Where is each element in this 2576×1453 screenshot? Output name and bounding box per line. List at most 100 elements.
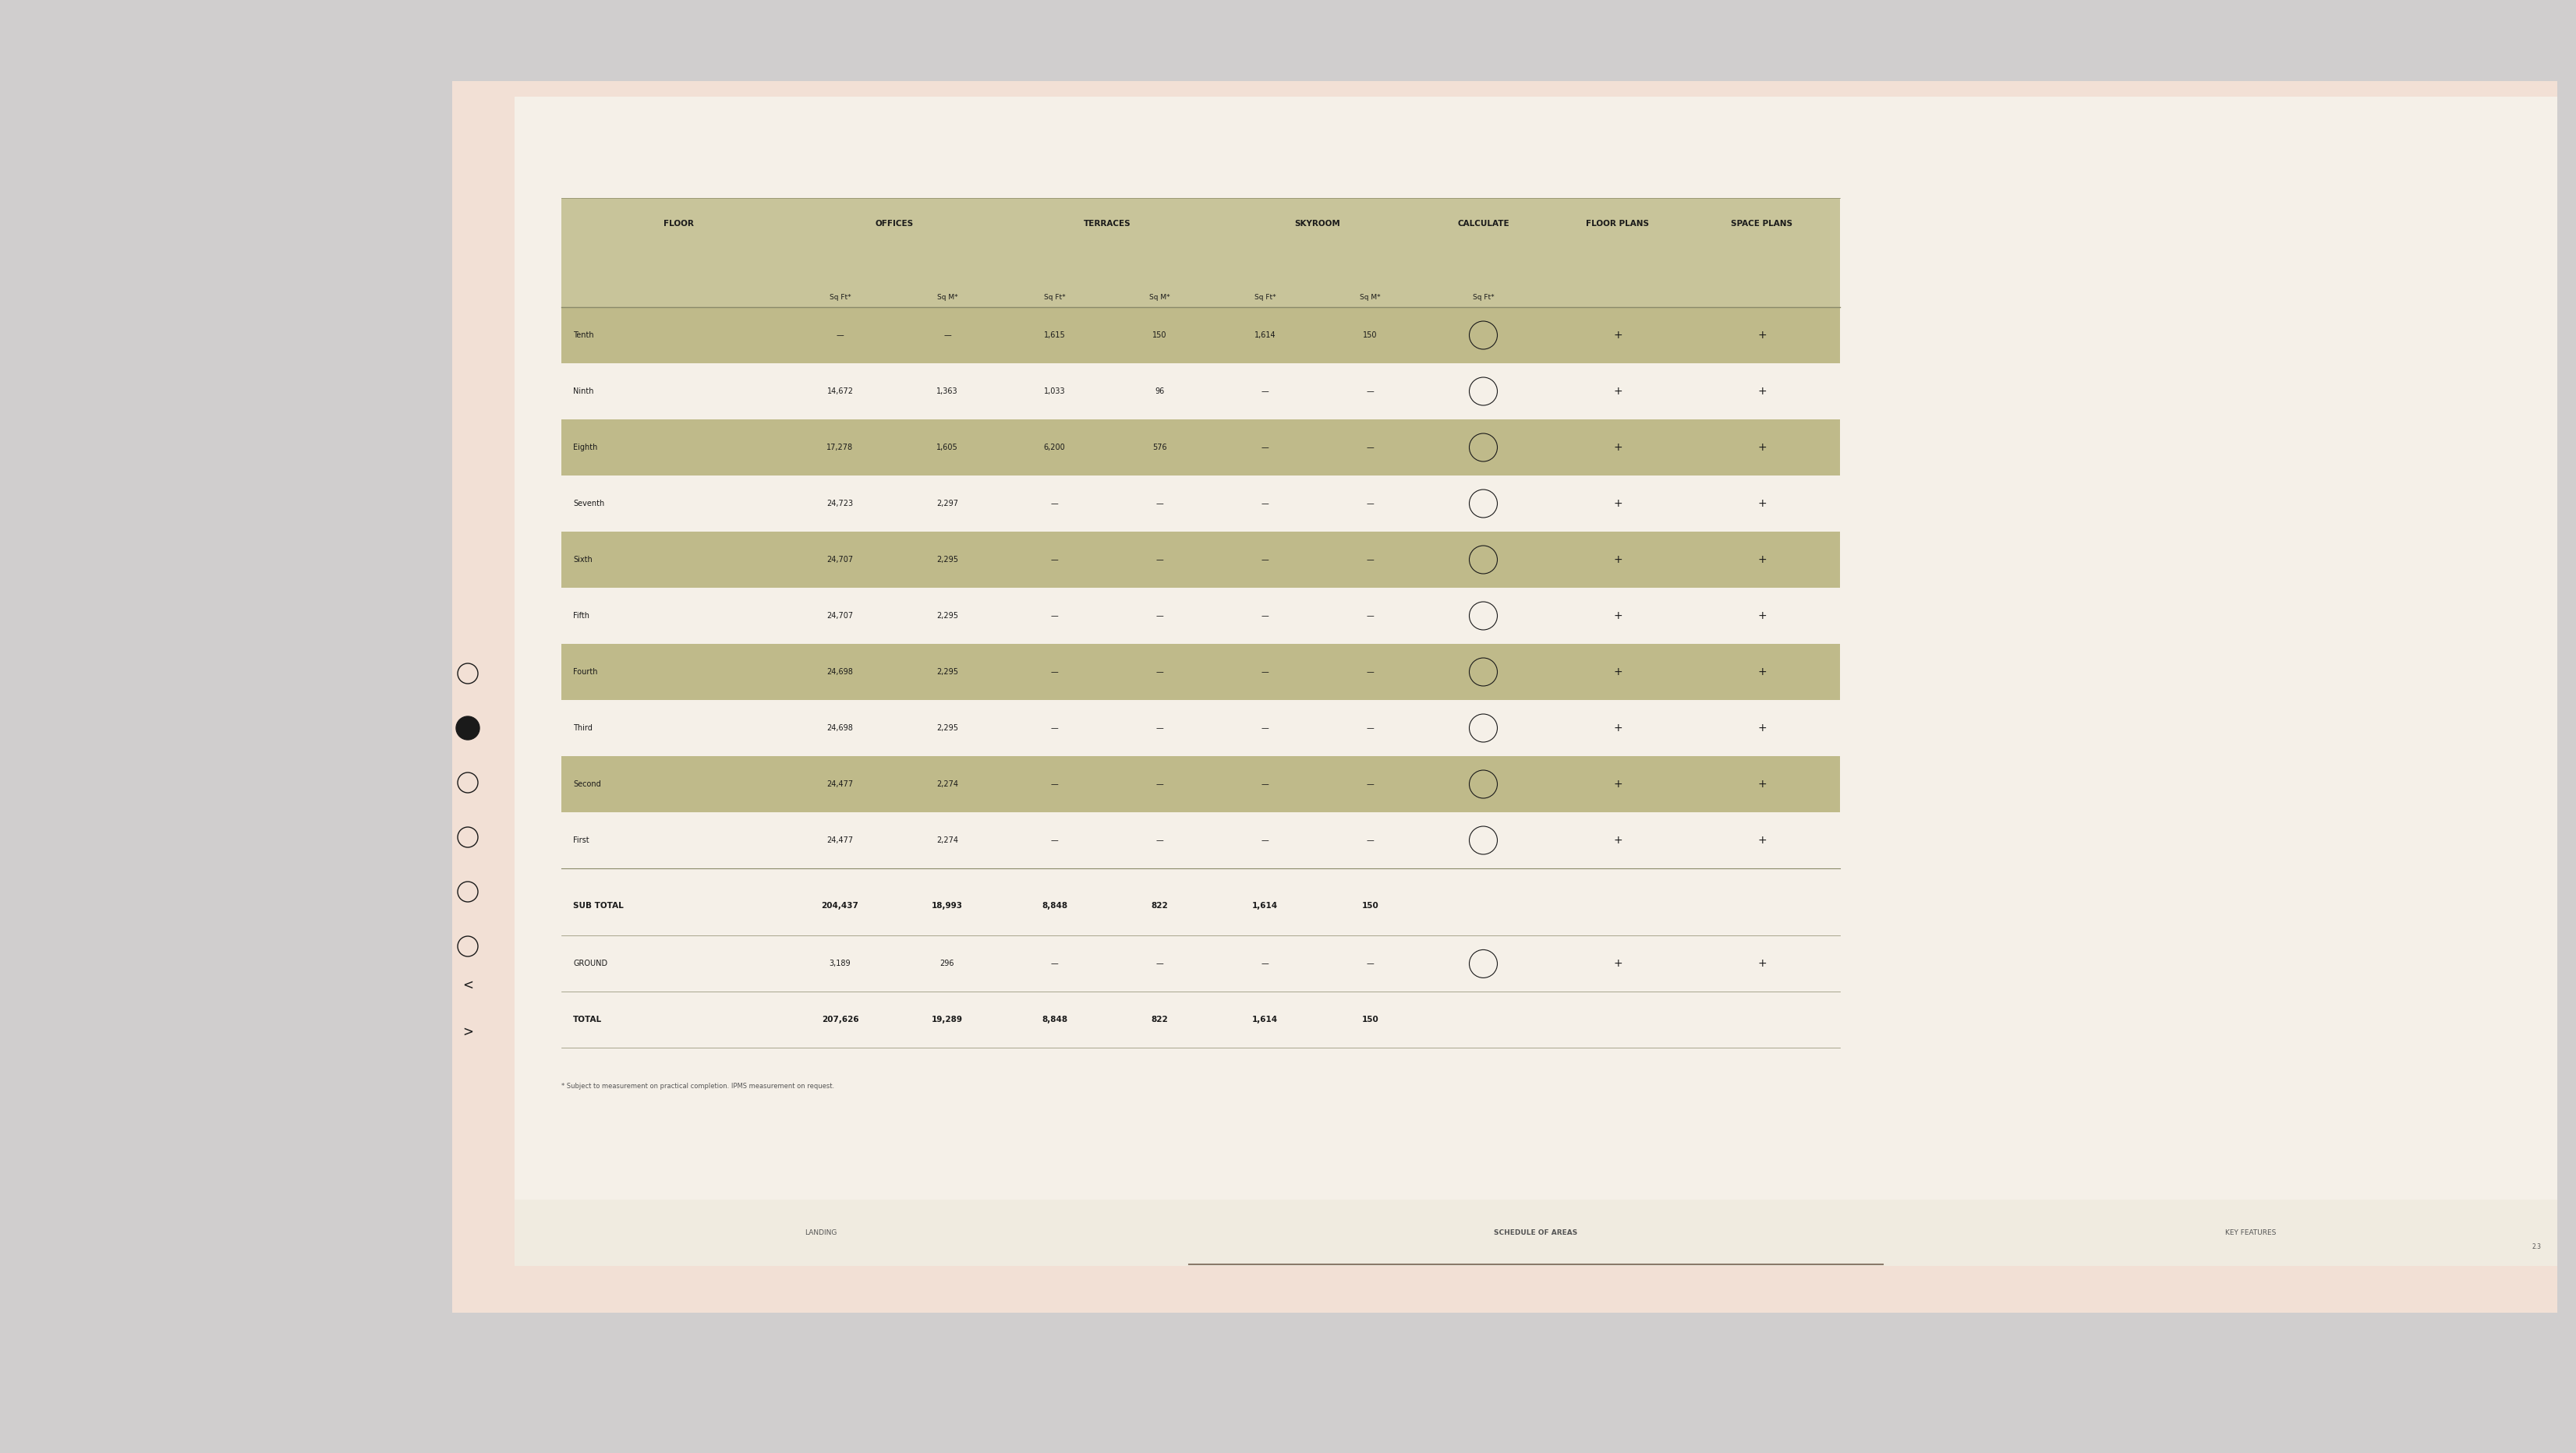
Text: 8,848: 8,848 <box>1041 901 1066 910</box>
Text: Second: Second <box>572 780 600 788</box>
Text: +: + <box>1613 779 1623 789</box>
Text: Sq M*: Sq M* <box>938 294 958 301</box>
Text: +: + <box>1757 667 1767 677</box>
Text: 24,723: 24,723 <box>827 500 853 507</box>
Text: 24,698: 24,698 <box>827 668 853 676</box>
Text: —: — <box>1051 780 1059 788</box>
Text: >: > <box>461 1024 474 1039</box>
Text: SPACE PLANS: SPACE PLANS <box>1731 219 1793 228</box>
Text: 576: 576 <box>1151 443 1167 452</box>
Text: +: + <box>1757 442 1767 453</box>
Text: —: — <box>1157 780 1164 788</box>
Text: SUB TOTAL: SUB TOTAL <box>572 901 623 910</box>
Text: 8,848: 8,848 <box>1041 1016 1066 1024</box>
Text: Fifth: Fifth <box>572 612 590 620</box>
Text: +: + <box>1757 610 1767 622</box>
Text: —: — <box>1157 837 1164 844</box>
Text: 14,672: 14,672 <box>827 388 853 395</box>
Text: 207,626: 207,626 <box>822 1016 858 1024</box>
Text: —: — <box>1051 724 1059 732</box>
Text: <: < <box>461 978 474 992</box>
Text: FLOOR: FLOOR <box>662 219 693 228</box>
Text: +: + <box>1757 959 1767 969</box>
Text: FLOOR PLANS: FLOOR PLANS <box>1587 219 1649 228</box>
Text: —: — <box>1157 612 1164 620</box>
FancyBboxPatch shape <box>562 756 1839 812</box>
Text: Third: Third <box>572 724 592 732</box>
Text: First: First <box>572 837 590 844</box>
Text: 1,033: 1,033 <box>1043 388 1066 395</box>
Text: +: + <box>1757 835 1767 846</box>
Text: 1,615: 1,615 <box>1043 331 1066 339</box>
Text: Sq M*: Sq M* <box>1360 294 1381 301</box>
Text: * Subject to measurement on practical completion. IPMS measurement on request.: * Subject to measurement on practical co… <box>562 1082 835 1090</box>
Text: 2,295: 2,295 <box>935 668 958 676</box>
Text: TERRACES: TERRACES <box>1084 219 1131 228</box>
Text: 2,297: 2,297 <box>935 500 958 507</box>
Text: 2,295: 2,295 <box>935 556 958 564</box>
Text: 24,707: 24,707 <box>827 612 853 620</box>
Text: Sq Ft*: Sq Ft* <box>1255 294 1275 301</box>
FancyBboxPatch shape <box>562 307 1839 363</box>
Text: —: — <box>837 331 845 339</box>
Text: 24,477: 24,477 <box>827 780 853 788</box>
Text: —: — <box>1051 500 1059 507</box>
Text: +: + <box>1757 779 1767 789</box>
Text: Sq Ft*: Sq Ft* <box>829 294 850 301</box>
Text: —: — <box>1051 668 1059 676</box>
Text: 150: 150 <box>1363 1016 1378 1024</box>
Text: +: + <box>1613 386 1623 397</box>
Text: 17,278: 17,278 <box>827 443 853 452</box>
Text: +: + <box>1613 498 1623 509</box>
Text: 3,189: 3,189 <box>829 960 850 968</box>
Text: —: — <box>1365 500 1373 507</box>
Text: +: + <box>1757 554 1767 565</box>
Text: —: — <box>1157 556 1164 564</box>
Text: Sixth: Sixth <box>572 556 592 564</box>
Text: 24,477: 24,477 <box>827 837 853 844</box>
Text: +: + <box>1757 498 1767 509</box>
Text: +: + <box>1757 330 1767 340</box>
Text: +: + <box>1613 330 1623 340</box>
Text: CALCULATE: CALCULATE <box>1458 219 1510 228</box>
Text: 19,289: 19,289 <box>933 1016 963 1024</box>
Text: +: + <box>1757 722 1767 734</box>
Text: KEY FEATURES: KEY FEATURES <box>2226 1229 2277 1237</box>
Text: 2,295: 2,295 <box>935 612 958 620</box>
Text: Tenth: Tenth <box>572 331 595 339</box>
Text: —: — <box>1262 443 1270 452</box>
FancyBboxPatch shape <box>562 420 1839 475</box>
Text: —: — <box>1365 837 1373 844</box>
Text: Eighth: Eighth <box>572 443 598 452</box>
Text: —: — <box>1365 960 1373 968</box>
Text: +: + <box>1613 442 1623 453</box>
Text: Seventh: Seventh <box>572 500 605 507</box>
FancyBboxPatch shape <box>562 198 1839 307</box>
Text: +: + <box>1613 610 1623 622</box>
Text: 24,698: 24,698 <box>827 724 853 732</box>
Text: —: — <box>1365 612 1373 620</box>
Text: —: — <box>1157 668 1164 676</box>
Text: —: — <box>1365 388 1373 395</box>
Text: —: — <box>1262 960 1270 968</box>
Text: +: + <box>1613 554 1623 565</box>
Text: +: + <box>1613 959 1623 969</box>
Text: 150: 150 <box>1151 331 1167 339</box>
Text: 2,274: 2,274 <box>935 780 958 788</box>
Text: —: — <box>1157 500 1164 507</box>
Text: 1,363: 1,363 <box>938 388 958 395</box>
FancyBboxPatch shape <box>562 532 1839 588</box>
Text: Sq M*: Sq M* <box>1149 294 1170 301</box>
Text: 24,707: 24,707 <box>827 556 853 564</box>
Text: —: — <box>1051 837 1059 844</box>
Text: —: — <box>1365 443 1373 452</box>
Text: —: — <box>1262 724 1270 732</box>
Text: 150: 150 <box>1363 901 1378 910</box>
Text: Ninth: Ninth <box>572 388 592 395</box>
Text: 18,993: 18,993 <box>933 901 963 910</box>
Text: 2,295: 2,295 <box>935 724 958 732</box>
Text: —: — <box>1262 780 1270 788</box>
Text: 2.3: 2.3 <box>2532 1242 2543 1250</box>
Text: 96: 96 <box>1154 388 1164 395</box>
Text: 822: 822 <box>1151 1016 1170 1024</box>
